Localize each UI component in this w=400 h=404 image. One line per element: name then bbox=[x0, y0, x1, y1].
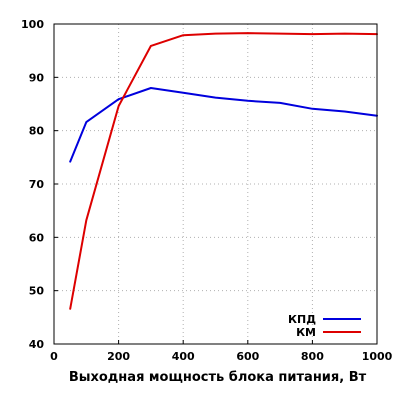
y-tick-label: 40 bbox=[29, 338, 45, 351]
x-tick-label: 200 bbox=[107, 350, 130, 363]
legend-label-2: КМ bbox=[296, 326, 316, 339]
x-tick-label: 1000 bbox=[362, 350, 393, 363]
x-tick-label: 0 bbox=[50, 350, 58, 363]
y-tick-label: 80 bbox=[29, 125, 45, 138]
series-line-1 bbox=[69, 87, 378, 163]
tick-layer: 0 200 400 600 800 1000 40 50 60 70 80 90 100 bbox=[21, 18, 393, 363]
x-axis-label: Выходная мощность блока питания, Вт bbox=[69, 370, 367, 385]
series-line-2 bbox=[69, 32, 378, 310]
y-tick-label: 70 bbox=[29, 178, 45, 191]
x-tick-label: 600 bbox=[236, 350, 259, 363]
x-tick-label: 800 bbox=[301, 350, 324, 363]
legend-label-1: КПД bbox=[288, 313, 316, 326]
x-tick-label: 400 bbox=[172, 350, 195, 363]
grid-layer bbox=[54, 24, 377, 344]
y-tick-label: 50 bbox=[29, 285, 45, 298]
y-tick-label: 60 bbox=[29, 231, 45, 244]
y-tick-label: 90 bbox=[29, 71, 45, 84]
series-layer bbox=[69, 32, 378, 310]
y-tick-label: 100 bbox=[21, 18, 44, 31]
